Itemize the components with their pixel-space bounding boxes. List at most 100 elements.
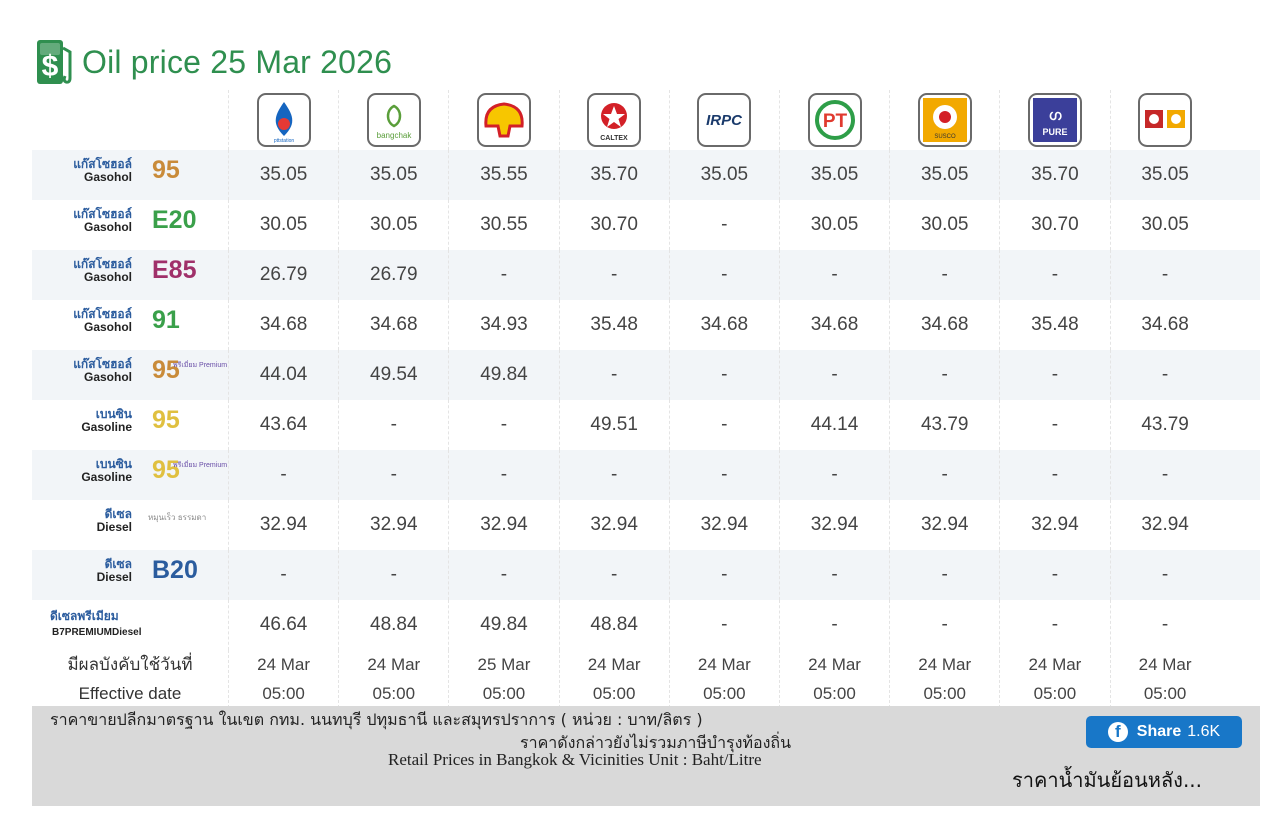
price-cell: - [558, 250, 669, 300]
fuel-grade: E20 [152, 206, 197, 234]
price-cell: 48.84 [558, 600, 669, 650]
fuel-name-en: Gasohol [83, 270, 132, 284]
effective-time: 05:00 [482, 684, 526, 703]
price-cell: 49.54 [338, 350, 448, 400]
price-cell: 46.64 [228, 600, 338, 650]
price-cell: - [1109, 600, 1220, 650]
share-count: 1.6K [1187, 723, 1221, 740]
price-cell: 34.68 [228, 300, 338, 350]
fuel-row: แก๊สโซฮอล์ Gasohol 91 34.68 34.68 34.93 35.48 3… [32, 300, 1260, 350]
fuel-name-en: Gasoline [81, 420, 132, 434]
svg-text:$: $ [42, 50, 59, 83]
brand-logo-cell: ഗ PURE [999, 90, 1109, 150]
effective-date-cell: 24 Mar 05:00 [228, 650, 338, 708]
price-cell: - [889, 350, 999, 400]
price-cell: 44.04 [228, 350, 338, 400]
ptt-logo-icon: pttstation [256, 93, 311, 147]
price-table: pttstation bangchak CALTEX IRPC PT SUSCO ഗ PURE… [32, 90, 1260, 708]
fuel-grade: 95 [152, 156, 180, 184]
fuel-name-en: Gasohol [83, 320, 132, 334]
price-cell: - [1109, 350, 1220, 400]
price-cell: - [668, 600, 779, 650]
price-cell: - [338, 550, 448, 600]
title-row: $ Oil price 25 Mar 2026 [36, 36, 392, 88]
effective-date-row: มีผลบังคับใช้วันที่ Effective date 24 Ma… [32, 650, 1260, 708]
fuel-grade-sub: หมุนเร็ว ธรรมดา [148, 513, 207, 522]
effective-time: 05:00 [372, 684, 416, 703]
fuel-grade: 91 [152, 306, 180, 334]
svg-text:PURE: PURE [1042, 127, 1067, 137]
price-cell: 30.05 [889, 200, 999, 250]
fuel-label: แก๊สโซฮอล์ Gasohol E85 [32, 250, 228, 300]
brand-logo-cell [448, 90, 558, 150]
price-cell: 35.05 [668, 150, 779, 200]
price-cell: - [668, 550, 779, 600]
page-title: Oil price 25 Mar 2026 [82, 43, 393, 80]
price-cell: - [999, 350, 1109, 400]
price-cell: 35.05 [889, 150, 999, 200]
effective-date: 24 Mar [587, 655, 641, 674]
effective-date: 24 Mar [697, 655, 751, 674]
effective-date: 24 Mar [257, 655, 311, 674]
brand-logo-cell [1109, 90, 1220, 150]
price-cell: 30.05 [228, 200, 338, 250]
price-cell: 30.05 [1109, 200, 1220, 250]
svg-text:bangchak: bangchak [376, 131, 412, 140]
price-cell: 35.48 [999, 300, 1109, 350]
price-cell: - [778, 600, 889, 650]
effective-date-cell: 24 Mar 05:00 [1109, 650, 1220, 708]
fuel-row: เบนซิน Gasoline 95 43.64- -49.51-44.14 43.79-… [32, 400, 1260, 450]
fuel-label: เบนซิน Gasoline 95 พรีเมี่ยม Premium [32, 450, 228, 500]
price-cell: - [668, 350, 779, 400]
brand-logo-cell: bangchak [338, 90, 448, 150]
effective-time: 05:00 [1033, 684, 1077, 703]
effective-label-th: มีผลบังคับใช้วันที่ [67, 655, 193, 674]
fuel-grade: 95 [152, 406, 180, 434]
fuel-name-th: เบนซิน [95, 407, 132, 421]
brand-logo-cell: pttstation [228, 90, 338, 150]
price-cell: - [668, 200, 779, 250]
facebook-icon: f [1107, 722, 1128, 742]
price-cell: - [778, 250, 889, 300]
fuel-label: แก๊สโซฮอล์ Gasohol 95 พรีเมี่ยม Premium [32, 350, 228, 400]
effective-time: 05:00 [923, 684, 966, 703]
price-cell: - [338, 400, 448, 450]
price-cell: - [338, 450, 448, 500]
oil-price-history-link[interactable]: ราคาน้ำมันย้อนหลัง... [1012, 768, 1203, 792]
price-cell: - [1109, 550, 1220, 600]
price-cell: 34.68 [668, 300, 779, 350]
price-cell: - [668, 250, 779, 300]
effective-date-cell: 24 Mar 05:00 [999, 650, 1109, 708]
price-cell: - [448, 400, 558, 450]
combo-logo-icon [1138, 93, 1193, 147]
fuel-dollar-icon: $ [36, 38, 76, 86]
caltex-logo-icon: CALTEX [587, 93, 642, 147]
price-cell: - [558, 450, 669, 500]
price-cell: - [668, 400, 779, 450]
facebook-share-button[interactable]: f Share 1.6K [1086, 716, 1242, 748]
price-cell: - [889, 250, 999, 300]
brand-logo-cell: SUSCO [889, 90, 999, 150]
price-cell: 35.48 [558, 300, 669, 350]
price-cell: 32.94 [999, 500, 1109, 550]
price-cell: - [778, 550, 889, 600]
svg-text:pttstation: pttstation [273, 138, 294, 144]
fuel-grade: 95 [152, 356, 180, 384]
fuel-grade: B20 [152, 556, 198, 584]
price-cell: 30.70 [999, 200, 1109, 250]
fuel-name-th: แก๊สโซฮอล์ [73, 207, 132, 221]
fuel-grade: 95 [152, 456, 180, 484]
footer-panel: ราคาขายปลีกมาตรฐาน ในเขต กทม. นนทบุรี ปท… [32, 706, 1260, 806]
fuel-name-en: Gasohol [83, 370, 132, 384]
fuel-name-th: แก๊สโซฮอล์ [73, 307, 132, 321]
fuel-row: ดีเซลพรีเมียม B7PREMIUMDiesel 46.64 48.84 49… [32, 600, 1260, 650]
fuel-name-th: แก๊สโซฮอล์ [73, 157, 132, 171]
susco-logo-icon: SUSCO [917, 93, 972, 147]
price-cell: - [999, 400, 1109, 450]
fuel-name-en: Diesel [96, 570, 132, 584]
price-cell: 32.94 [778, 500, 889, 550]
price-cell: 32.94 [448, 500, 558, 550]
retail-note-en: Retail Prices in Bangkok & Vicinities Un… [388, 750, 762, 769]
svg-text:SUSCO: SUSCO [934, 134, 956, 140]
price-cell: 35.05 [338, 150, 448, 200]
